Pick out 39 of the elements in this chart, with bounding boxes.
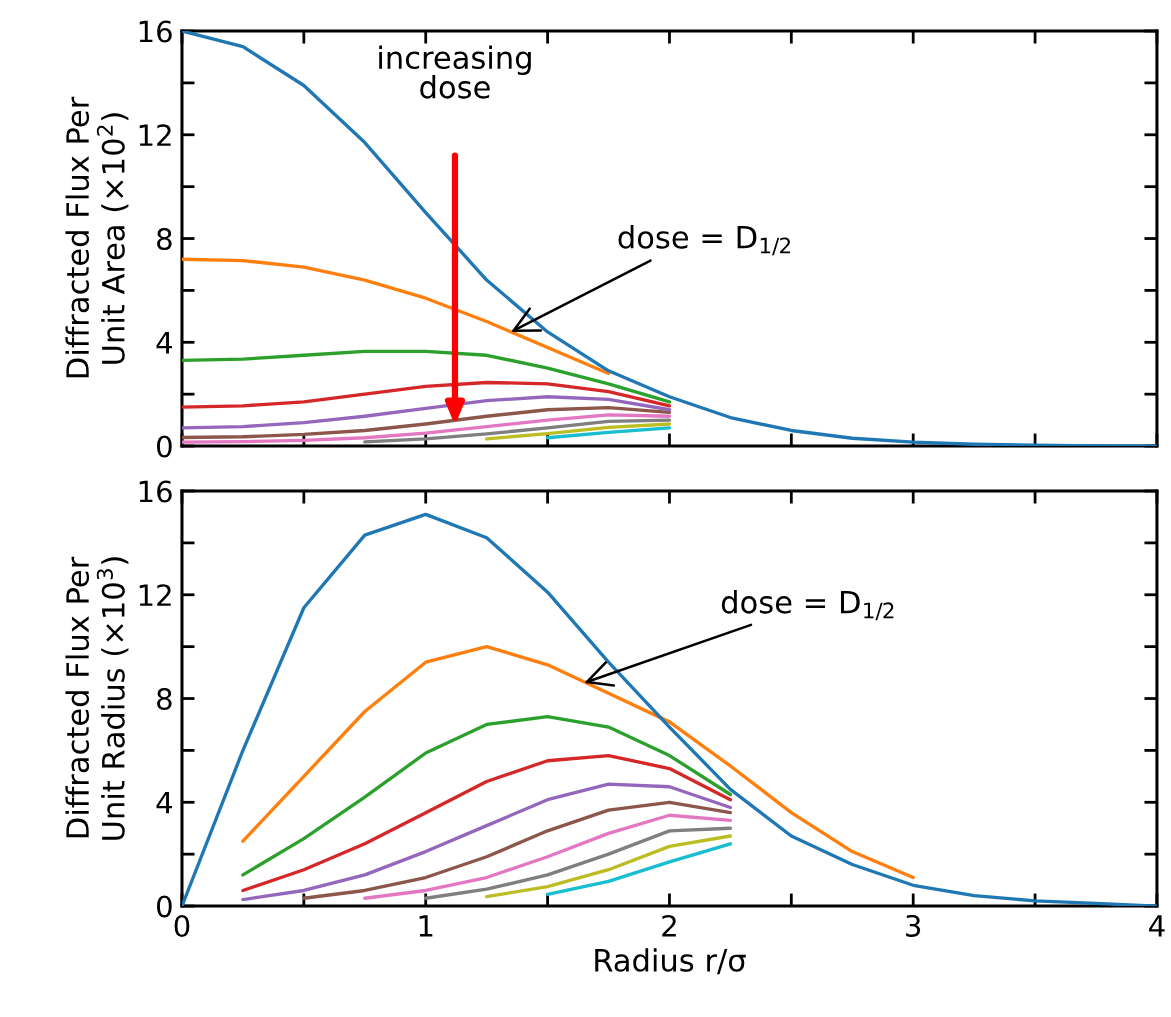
line-series <box>484 422 672 441</box>
line-series <box>241 715 733 877</box>
y-axis-title: Diffracted Flux Per Unit Radius (×10$^{3}$) <box>65 556 129 840</box>
y-tick-label: 8 <box>157 227 172 251</box>
y-tick-label: 0 <box>157 895 172 918</box>
y-tick-label: 8 <box>157 687 172 711</box>
line-series <box>241 782 733 902</box>
x-tick-label: 2 <box>662 914 676 937</box>
line-series <box>363 813 733 900</box>
line-series <box>241 644 915 880</box>
y-tick-label: 0 <box>157 435 172 458</box>
y-axis-title: Diffracted Flux Per Unit Area (×10$^{2}$) <box>65 96 129 378</box>
x-axis-title: Radius r/σ <box>595 948 746 975</box>
x-tick-label: 4 <box>1149 915 1165 937</box>
x-tick-label: 0 <box>174 914 190 937</box>
line-series <box>484 834 733 899</box>
line-series <box>181 406 672 440</box>
line-series <box>424 826 733 900</box>
annotation: increasing dose <box>379 45 531 99</box>
line-series <box>241 753 733 893</box>
y-tick-label: 12 <box>139 124 171 146</box>
line-series <box>181 380 672 409</box>
annotation: dose = D$_{1/2}$ <box>618 225 790 256</box>
y-tick-label: 12 <box>139 584 171 606</box>
y-tick-label: 4 <box>156 332 172 354</box>
line-series <box>181 349 672 404</box>
line-series <box>181 31 1157 447</box>
y-tick-label: 16 <box>139 480 172 503</box>
line-series <box>302 800 733 900</box>
y-tick-label: 16 <box>139 20 172 43</box>
line-series <box>363 418 672 444</box>
x-tick-label: 1 <box>419 915 433 937</box>
annotation: dose = D$_{1/2}$ <box>721 590 894 621</box>
x-tick-label: 3 <box>906 914 921 937</box>
line-series <box>181 257 611 376</box>
line-series <box>181 413 672 444</box>
line-series <box>545 842 733 897</box>
y-tick-label: 4 <box>156 792 172 814</box>
line-series <box>181 395 672 430</box>
